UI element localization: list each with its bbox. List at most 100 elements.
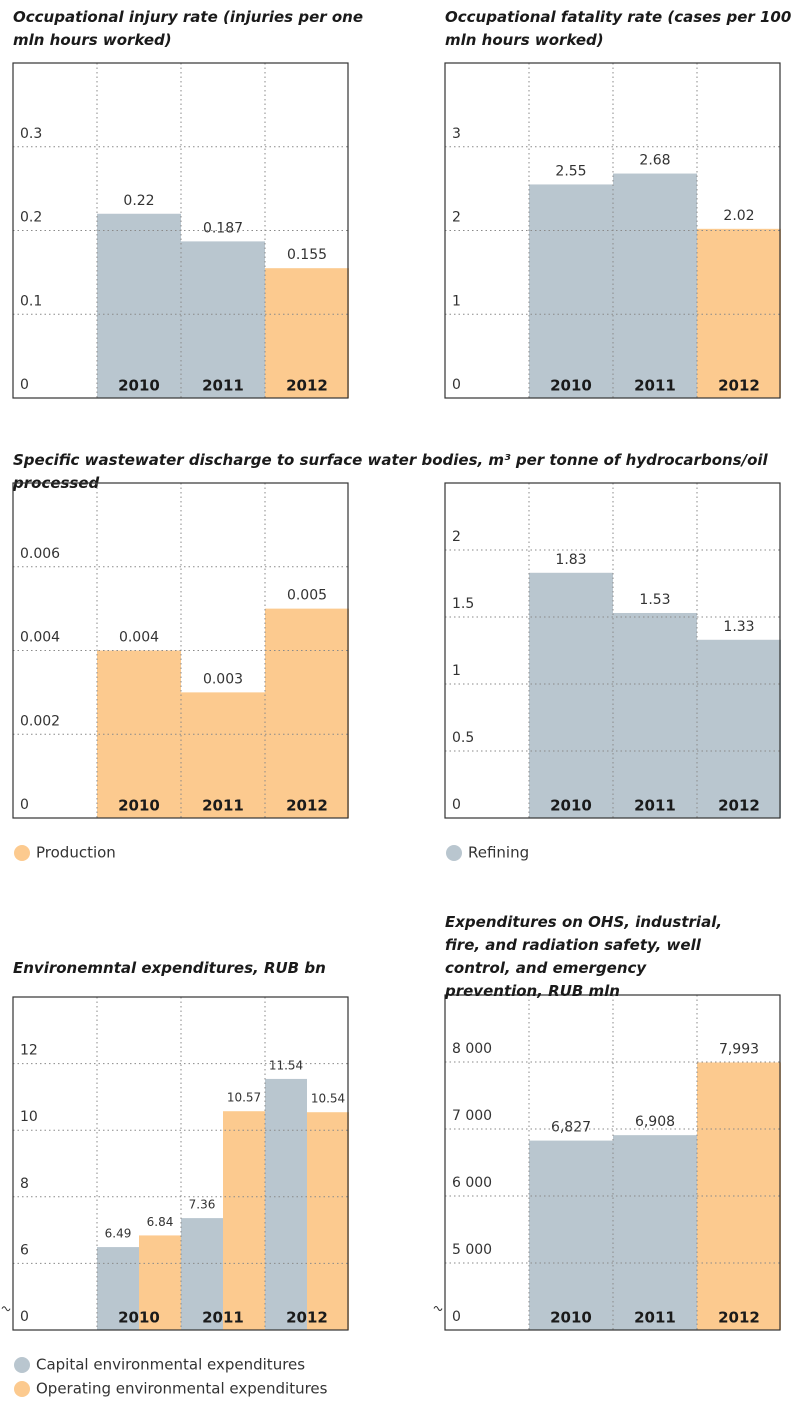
bar (265, 1078, 307, 1330)
value-label: 6,827 (551, 1120, 591, 1136)
value-label: 1.83 (555, 552, 586, 568)
value-label: 10.57 (227, 1091, 261, 1105)
value-label: 0.004 (119, 630, 159, 646)
y-tick-label: 8 000 (452, 1041, 492, 1057)
bar (181, 241, 265, 398)
y-tick-label: 12 (20, 1043, 38, 1059)
bar (529, 184, 613, 398)
x-tick-label: 2010 (118, 797, 160, 815)
value-label: 7.36 (189, 1198, 216, 1212)
y-tick-label: 7 000 (452, 1108, 492, 1124)
x-tick-label: 2012 (286, 1309, 328, 1327)
x-tick-label: 2012 (718, 377, 760, 395)
bar (97, 213, 181, 398)
y-tick-label: 1 (452, 663, 461, 679)
y-tick-label: 3 (452, 126, 461, 142)
axis-break (433, 1306, 443, 1311)
legend-label: Capital environmental expenditures (36, 1356, 305, 1374)
value-label: 1.33 (723, 619, 754, 635)
y-tick-label: 0 (20, 797, 29, 813)
x-tick-label: 2011 (202, 377, 244, 395)
value-label: 6,908 (635, 1114, 675, 1130)
y-tick-label: 0 (452, 377, 461, 393)
y-tick-label: 0 (20, 1309, 29, 1325)
legend-label: Refining (468, 844, 529, 862)
y-tick-label: 0.004 (20, 630, 60, 646)
value-label: 10.54 (311, 1092, 345, 1106)
y-tick-label: 2 (452, 529, 461, 545)
y-tick-label: 5 000 (452, 1242, 492, 1258)
bar (613, 612, 697, 818)
bar (613, 173, 697, 398)
value-label: 1.53 (639, 592, 670, 608)
x-tick-label: 2012 (286, 377, 328, 395)
y-tick-label: 8 (20, 1176, 29, 1192)
y-tick-label: 6 000 (452, 1175, 492, 1191)
value-label: 2.02 (723, 208, 754, 224)
y-tick-label: 0.002 (20, 713, 60, 729)
bar (529, 1140, 613, 1330)
legend-label: Production (36, 844, 116, 862)
bar (181, 1218, 223, 1330)
value-label: 0.003 (203, 671, 243, 687)
value-label: 2.68 (639, 153, 670, 169)
value-label: 0.187 (203, 220, 243, 236)
y-tick-label: 0.1 (20, 293, 42, 309)
x-tick-label: 2011 (634, 797, 676, 815)
value-label: 0.22 (123, 193, 154, 209)
bar (613, 1135, 697, 1330)
bar (181, 692, 265, 818)
x-tick-label: 2012 (718, 797, 760, 815)
y-tick-label: 0 (452, 797, 461, 813)
y-tick-label: 0.006 (20, 546, 60, 562)
legend-swatch (14, 1357, 30, 1373)
bar (139, 1235, 181, 1330)
y-tick-label: 1.5 (452, 596, 474, 612)
bar (265, 268, 349, 398)
value-label: 6.84 (147, 1215, 174, 1229)
chart-title: Occupational fatality rate (cases per 10… (445, 8, 792, 49)
value-label: 6.49 (105, 1227, 132, 1241)
bar (97, 1247, 139, 1330)
value-label: 0.155 (287, 247, 327, 263)
plot-frame (12, 482, 349, 819)
x-tick-label: 2010 (550, 797, 592, 815)
bar (697, 639, 781, 818)
value-label: 0.005 (287, 588, 327, 604)
y-tick-label: 2 (452, 210, 461, 226)
chart-title: Occupational injury rate (injuries per o… (13, 8, 364, 49)
legend-swatch (14, 845, 30, 861)
value-label: 7,993 (719, 1041, 759, 1057)
value-label: 11.54 (269, 1058, 303, 1072)
legend-swatch (446, 845, 462, 861)
legend-label: Operating environmental expenditures (36, 1380, 328, 1398)
y-tick-label: 0.2 (20, 210, 42, 226)
bar (697, 228, 781, 398)
chart-title: Environemntal expenditures, RUB bn (13, 959, 326, 977)
x-tick-label: 2011 (634, 1309, 676, 1327)
y-tick-label: 0.5 (452, 730, 474, 746)
x-tick-label: 2012 (718, 1309, 760, 1327)
x-tick-label: 2011 (202, 797, 244, 815)
y-tick-label: 0.3 (20, 126, 42, 142)
y-tick-label: 10 (20, 1109, 38, 1125)
x-tick-label: 2012 (286, 797, 328, 815)
plot-frame (444, 994, 781, 1331)
x-tick-label: 2010 (550, 1309, 592, 1327)
plot-frame (12, 62, 349, 399)
y-tick-label: 0 (452, 1309, 461, 1325)
y-tick-label: 0 (20, 377, 29, 393)
plot-frame (444, 62, 781, 399)
y-tick-label: 6 (20, 1242, 29, 1258)
plot-frame (12, 996, 349, 1331)
legend-swatch (14, 1381, 30, 1397)
axis-break (1, 1306, 11, 1312)
x-tick-label: 2010 (550, 377, 592, 395)
chart-title: Expenditures on OHS, industrial, fire, a… (445, 913, 723, 1000)
x-tick-label: 2010 (118, 1309, 160, 1327)
y-tick-label: 1 (452, 293, 461, 309)
x-tick-label: 2011 (202, 1309, 244, 1327)
bar (307, 1112, 349, 1330)
